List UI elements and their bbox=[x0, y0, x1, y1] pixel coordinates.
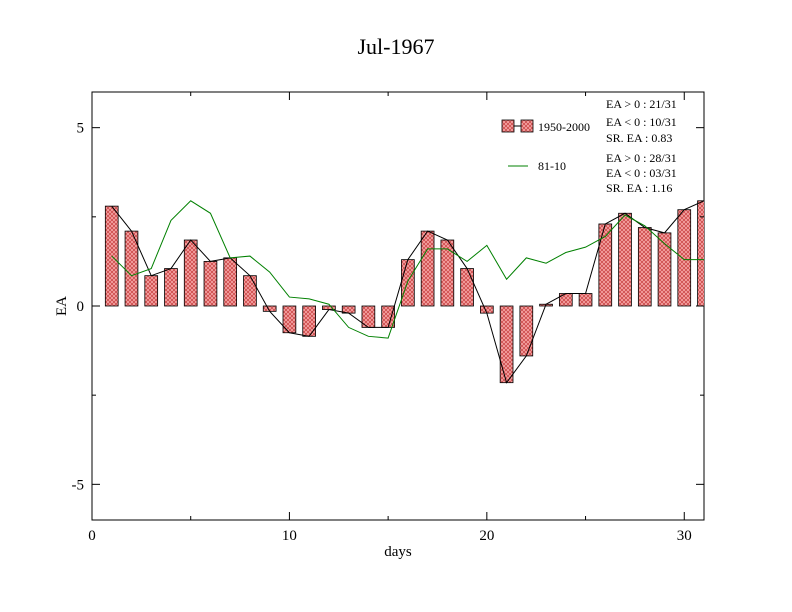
stat-81-10-sr: SR. EA : 1.16 bbox=[606, 181, 672, 195]
bar-day-7 bbox=[223, 257, 238, 307]
stat-81-10-positive: EA > 0 : 28/31 bbox=[606, 151, 677, 165]
y-tick-label-0: 0 bbox=[77, 299, 85, 315]
bar-day-5 bbox=[183, 239, 198, 307]
series-1950-2000-line bbox=[111, 200, 704, 384]
legend-swatch-1950-2000-b bbox=[520, 119, 534, 133]
chart-title: Jul-1967 bbox=[358, 34, 435, 59]
stat-1950-2000-sr: SR. EA : 0.83 bbox=[606, 131, 672, 145]
bar-day-6 bbox=[203, 261, 218, 307]
stat-1950-2000-negative: EA < 0 : 10/31 bbox=[606, 115, 677, 129]
y-tick-label--5: -5 bbox=[72, 477, 85, 493]
legend-label-1950-2000: 1950-2000 bbox=[538, 120, 590, 134]
bar-day-28 bbox=[637, 227, 652, 307]
series-81-10-line bbox=[111, 200, 704, 339]
plot-area: 0 10 20 30 -5 0 5 bbox=[72, 91, 705, 544]
bar-day-8 bbox=[243, 275, 257, 307]
bar-day-11 bbox=[302, 305, 316, 337]
bar-series-1950-2000 bbox=[104, 200, 704, 384]
legend: 1950-2000 81-10 EA > 0 : 21/31 EA < 0 : … bbox=[501, 97, 677, 195]
bar-day-16 bbox=[401, 259, 415, 307]
x-tick-label-20: 20 bbox=[479, 528, 494, 544]
bar-day-1 bbox=[104, 205, 119, 307]
legend-swatch-1950-2000-a bbox=[501, 119, 515, 133]
y-axis-label: EA bbox=[54, 296, 70, 316]
y-tick-label-5: 5 bbox=[77, 121, 85, 137]
bar-day-21 bbox=[499, 305, 514, 384]
bar-day-19 bbox=[460, 268, 474, 307]
bar-day-4 bbox=[164, 268, 178, 307]
stat-1950-2000-positive: EA > 0 : 21/31 bbox=[606, 97, 677, 111]
x-axis-label: days bbox=[384, 544, 412, 560]
x-tick-label-10: 10 bbox=[282, 528, 297, 544]
bar-day-10 bbox=[282, 305, 297, 334]
bar-day-3 bbox=[144, 275, 159, 307]
bar-day-30 bbox=[677, 209, 692, 307]
bar-day-18 bbox=[440, 239, 455, 307]
x-tick-label-30: 30 bbox=[677, 528, 692, 544]
bar-day-17 bbox=[420, 230, 435, 307]
axis-ticks: 0 10 20 30 -5 0 5 bbox=[72, 92, 704, 544]
x-tick-label-0: 0 bbox=[88, 528, 96, 544]
legend-label-81-10: 81-10 bbox=[538, 159, 566, 173]
bar-day-25 bbox=[578, 293, 593, 307]
bar-day-22 bbox=[519, 305, 534, 357]
bar-day-27 bbox=[618, 212, 632, 307]
line-series-group bbox=[111, 200, 704, 384]
stat-81-10-negative: EA < 0 : 03/31 bbox=[606, 166, 677, 180]
